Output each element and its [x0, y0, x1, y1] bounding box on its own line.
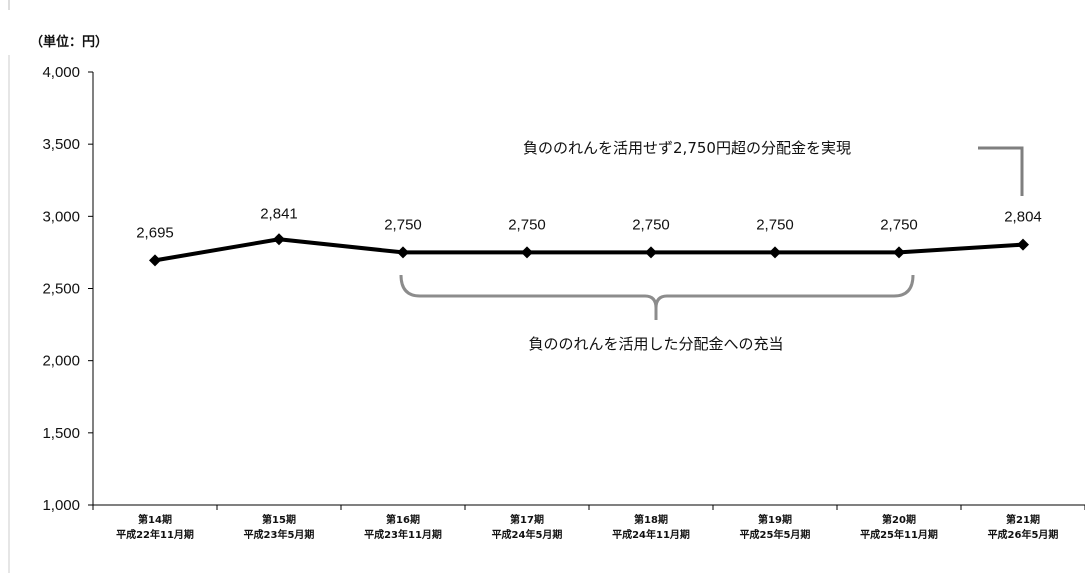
y-axis: 1,000 1,500 2,000 2,500 3,000 3,500 4,000	[42, 64, 94, 514]
y-tick-label: 2,500	[42, 281, 80, 298]
data-label: 2,750	[384, 216, 422, 233]
data-label: 2,804	[1004, 209, 1042, 226]
brace-annotation: 負ののれんを活用した分配金への充当	[528, 335, 783, 353]
data-point	[397, 246, 409, 259]
data-label: 2,750	[508, 216, 546, 233]
x-tick-label: 第16期	[386, 513, 420, 526]
x-tick-label: 平成25年11月期	[860, 528, 938, 541]
data-labels: 2,695 2,841 2,750 2,750 2,750 2,750 2,750 2,804	[136, 205, 1042, 241]
y-tick-label: 2,000	[42, 353, 80, 370]
x-tick-label: 平成25年5月期	[740, 528, 811, 541]
x-tick-label: 第14期	[138, 513, 172, 526]
data-point	[645, 246, 657, 259]
data-point	[273, 233, 285, 246]
brace-bracket	[399, 274, 915, 309]
x-tick-label: 平成26年5月期	[988, 528, 1059, 541]
data-point	[769, 246, 781, 259]
data-label: 2,750	[880, 216, 918, 233]
y-tick-label: 4,000	[42, 64, 80, 81]
x-tick-label: 第18期	[634, 513, 668, 526]
series-line	[149, 233, 1029, 267]
x-tick-label: 平成24年5月期	[492, 528, 563, 541]
x-tick-label: 平成23年5月期	[244, 528, 315, 541]
data-label: 2,695	[136, 224, 174, 241]
y-tick-label: 3,000	[42, 208, 80, 225]
x-tick-label: 第19期	[758, 513, 792, 526]
data-label: 2,750	[632, 216, 670, 233]
x-tick-label: 第21期	[1006, 513, 1040, 526]
y-tick-label: 1,000	[42, 497, 80, 514]
x-tick-label: 平成24年11月期	[612, 528, 690, 541]
data-point	[893, 246, 905, 259]
x-tick-label: 第17期	[510, 513, 544, 526]
data-point	[521, 246, 533, 259]
x-tick-label: 第15期	[262, 513, 296, 526]
data-point	[149, 254, 161, 267]
callout-leader-line	[978, 146, 1024, 196]
x-tick-label: 平成22年11月期	[116, 528, 194, 541]
x-tick-label: 平成23年11月期	[364, 528, 442, 541]
y-tick-label: 3,500	[42, 136, 80, 153]
series-polyline	[154, 237, 1024, 263]
data-label: 2,841	[260, 205, 298, 222]
x-tick-label: 第20期	[882, 513, 916, 526]
top-callout-annotation: 負ののれんを活用せず2,750円超の分配金を実現	[523, 139, 851, 157]
unit-label: （単位：円）	[30, 34, 108, 50]
data-point	[1017, 238, 1029, 251]
y-tick-label: 1,500	[42, 425, 80, 442]
data-label: 2,750	[756, 216, 794, 233]
